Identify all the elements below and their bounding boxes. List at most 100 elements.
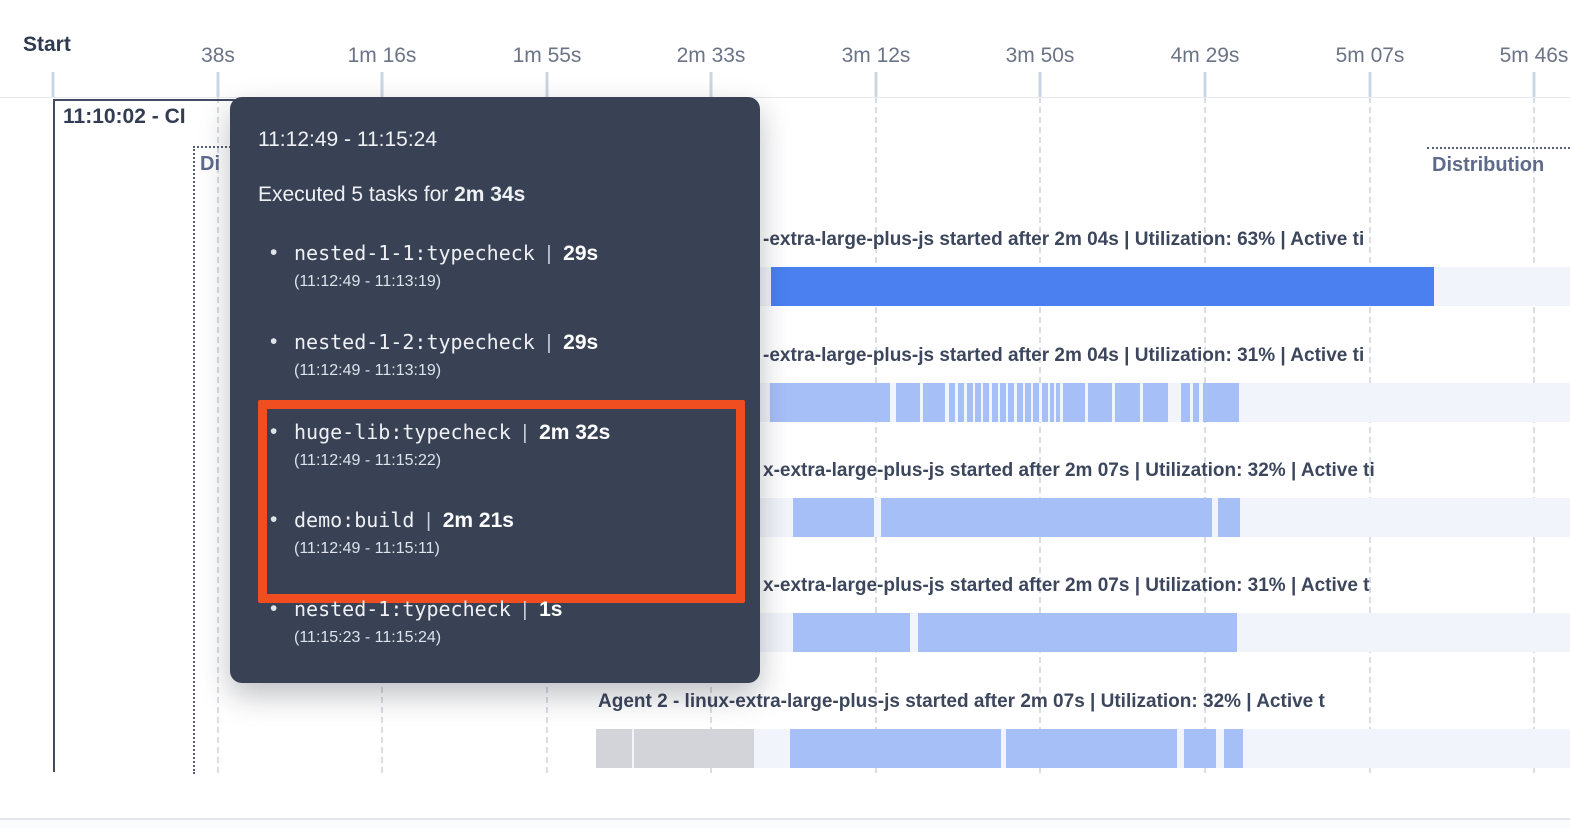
task-name: nested-1-1:typecheck xyxy=(294,241,535,265)
task-duration: 29s xyxy=(563,331,599,354)
distribution-region-label-right: Distribution xyxy=(1432,154,1545,176)
agent-row-label: -extra-large-plus-js started after 2m 04… xyxy=(763,229,1365,250)
agent-bar-segment[interactable] xyxy=(958,383,964,422)
tooltip-task-item: • huge-lib:typecheck | 2m 32s (11:12:49 - … xyxy=(270,420,610,470)
distribution-region-label-left: Di xyxy=(200,153,220,175)
task-time-range: (11:12:49 - 11:15:22) xyxy=(294,452,442,469)
distribution-region-box-right: Distribution xyxy=(1427,147,1570,189)
tick-mark xyxy=(1532,72,1536,97)
agent-bar-segment[interactable] xyxy=(1224,729,1243,768)
agent-bar-segment[interactable] xyxy=(1025,383,1031,422)
agent-bar-segment[interactable] xyxy=(967,383,973,422)
start-tick xyxy=(51,72,55,97)
highlight-outline xyxy=(258,400,745,603)
tooltip-summary: Executed 5 tasks for 2m 34s xyxy=(258,183,525,207)
agent-bar-segment[interactable] xyxy=(771,267,1434,306)
agent-bar-segment[interactable] xyxy=(881,498,1212,537)
task-time-range: (11:15:23 - 11:15:24) xyxy=(294,629,442,646)
agent-bar-segment[interactable] xyxy=(896,383,920,422)
tick-mark xyxy=(1038,72,1042,97)
task-separator: | xyxy=(516,422,534,444)
agent-bar-segment[interactable] xyxy=(1042,383,1048,422)
agent-bar-segment[interactable] xyxy=(1006,729,1177,768)
agent-bar-segment[interactable] xyxy=(1181,383,1190,422)
agent-bar-segment[interactable] xyxy=(918,613,1237,652)
tick-label: 3m 12s xyxy=(841,44,911,67)
agent-row-label: -extra-large-plus-js started after 2m 04… xyxy=(763,345,1365,366)
bottom-separator xyxy=(0,818,1570,820)
agent-bar-segment[interactable] xyxy=(1203,383,1239,422)
tick-label: 1m 55s xyxy=(512,44,582,67)
build-region-label: 11:10:02 - CI xyxy=(63,105,186,128)
timeline-start-label: Start xyxy=(23,33,71,56)
task-time-range: (11:12:49 - 11:13:19) xyxy=(294,273,442,290)
agent-bar-segment[interactable] xyxy=(1017,383,1023,422)
agent-bar-segment[interactable] xyxy=(1088,383,1112,422)
tick-mark xyxy=(216,72,220,97)
agent-bar-segment[interactable] xyxy=(1056,383,1060,422)
task-name: demo:build xyxy=(294,508,415,532)
tick-label: 2m 33s xyxy=(676,44,746,67)
bullet-icon: • xyxy=(270,597,278,620)
task-separator: | xyxy=(516,599,534,621)
tooltip-task-item: • nested-1:typecheck | 1s (11:15:23 - 11:1… xyxy=(270,597,562,647)
task-duration: 1s xyxy=(539,598,563,621)
agent-bar-segment[interactable] xyxy=(1050,383,1054,422)
agent-bar-segment[interactable] xyxy=(793,613,910,652)
agent-bar-segment[interactable] xyxy=(975,383,981,422)
agent-bar-segment[interactable] xyxy=(1115,383,1140,422)
task-time-range: (11:12:49 - 11:13:19) xyxy=(294,362,442,379)
agent-bar-segment[interactable] xyxy=(1143,383,1168,422)
agent-bar-segment[interactable] xyxy=(1193,383,1199,422)
agent-bar-segment[interactable] xyxy=(1184,729,1216,768)
agent-bar-segment[interactable] xyxy=(793,498,874,537)
agent-bar-segment[interactable] xyxy=(1000,383,1006,422)
agent-row-label: Agent 2 - linux-extra-large-plus-js star… xyxy=(598,691,1325,712)
gridline xyxy=(1369,97,1371,773)
agent-bar-segment[interactable] xyxy=(1063,383,1085,422)
task-time-range: (11:12:49 - 11:15:11) xyxy=(294,540,440,557)
bottom-band xyxy=(0,820,1570,828)
timeline-chart: 11:10:02 - CI Di Distribution -extra-lar… xyxy=(0,97,1570,774)
tooltip-summary-duration: 2m 34s xyxy=(454,183,526,206)
timeline-header: Start 38s 1m 16s 1m 55s 2m 33s 3m 12s 3m 50s 4… xyxy=(0,0,1570,98)
agent-bar-segment[interactable] xyxy=(1008,383,1014,422)
gridline xyxy=(1204,97,1206,773)
agent-bar-segment[interactable] xyxy=(596,729,632,768)
tooltip-time-range: 11:12:49 - 11:15:24 xyxy=(258,128,438,151)
task-name: nested-1:typecheck xyxy=(294,597,511,621)
bullet-icon: • xyxy=(270,241,278,264)
agent-bar-segment[interactable] xyxy=(983,383,989,422)
agent-bar-segment[interactable] xyxy=(634,729,754,768)
tooltip-task-item: • nested-1-2:typecheck | 29s (11:12:49 - 1… xyxy=(270,330,598,380)
agent-bar-segment[interactable] xyxy=(992,383,998,422)
agent-bar-segment[interactable] xyxy=(949,383,955,422)
agent-row-label: x-extra-large-plus-js started after 2m 0… xyxy=(763,460,1375,481)
tick-mark xyxy=(874,72,878,97)
agent-bar-segment[interactable] xyxy=(1033,383,1039,422)
task-tooltip: 11:12:49 - 11:15:24 Executed 5 tasks for… xyxy=(230,97,760,683)
bullet-icon: • xyxy=(270,420,278,443)
agent-bar-segment[interactable] xyxy=(790,729,1001,768)
agent-row-label: x-extra-large-plus-js started after 2m 0… xyxy=(763,575,1370,596)
task-separator: | xyxy=(540,243,558,265)
gridline xyxy=(1039,97,1041,773)
agent-bar-segment[interactable] xyxy=(770,383,890,422)
tick-label: 3m 50s xyxy=(1005,44,1075,67)
bullet-icon: • xyxy=(270,508,278,531)
task-duration: 2m 21s xyxy=(442,509,514,532)
tick-label: 5m 46s xyxy=(1499,44,1569,67)
tick-mark xyxy=(709,72,713,97)
gridline xyxy=(1533,97,1535,773)
agent-bar-segment[interactable] xyxy=(1218,498,1240,537)
task-separator: | xyxy=(540,332,558,354)
task-duration: 29s xyxy=(563,242,599,265)
task-duration: 2m 32s xyxy=(539,421,611,444)
tick-label: 1m 16s xyxy=(347,44,417,67)
tooltip-task-item: • demo:build | 2m 21s (11:12:49 - 11:15:11… xyxy=(270,508,514,558)
task-name: nested-1-2:typecheck xyxy=(294,330,535,354)
agent-track xyxy=(603,383,1570,422)
tick-mark xyxy=(380,72,384,97)
agent-bar-segment[interactable] xyxy=(923,383,945,422)
